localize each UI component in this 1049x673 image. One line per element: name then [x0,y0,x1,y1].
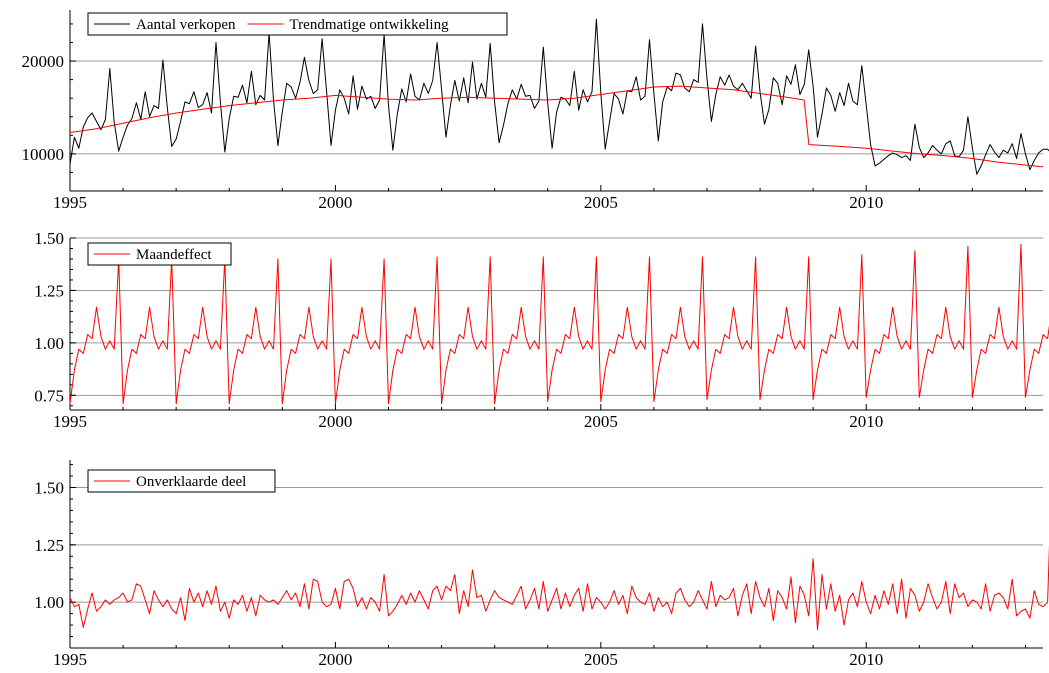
sales-grid [70,60,1043,155]
legend-label-aantal-verkopen: Aantal verkopen [136,17,236,33]
x-tick-label: 1995 [53,412,87,431]
legend-label-onverklaarde-deel: Onverklaarde deel [136,474,246,490]
panel-month-effect: 0.75 1.00 1.25 1.50 1995 2000 2005 2010 Maandef… [34,229,1049,431]
sales-legend: Aantal verkopen Trendmatige ontwikkeling [87,12,508,36]
y-tick-label: 1.00 [34,334,64,353]
x-tick-label: 2000 [318,412,352,431]
y-tick-label: 1.25 [34,281,64,300]
month-effect-grid [70,237,1043,396]
x-tick-label: 2010 [849,193,883,212]
month-effect-series [69,243,1049,405]
x-tick-label: 2010 [849,412,883,431]
month-effect-legend-box [87,242,232,266]
panel-residual: 1.00 1.25 1.50 1995 2000 2005 2010 Onverklaard… [34,460,1049,669]
y-tick-label: 1.50 [34,229,64,248]
x-tick-label: 2000 [318,193,352,212]
x-tick-label: 2000 [318,650,352,669]
residual-legend-box [87,469,276,493]
x-tick-label: 1995 [53,650,87,669]
y-tick-label: 1.50 [34,479,64,498]
series-line-1 [69,85,1044,168]
month-effect-legend: Maandeffect [87,242,232,266]
legend-label-maandeffect: Maandeffect [136,247,212,263]
series-line-0 [69,243,1049,405]
y-tick-label: 10000 [22,145,65,164]
panel-sales: 10000 20000 1995 2000 2005 2010 Aantal verkop… [22,10,1049,212]
y-tick-label: 1.25 [34,536,64,555]
y-tick-label: 1.00 [34,593,64,612]
x-tick-label: 1995 [53,193,87,212]
series-line-0 [69,544,1049,631]
x-tick-label: 2005 [584,650,618,669]
series-line-0 [69,18,1049,175]
month-effect-axes: 0.75 1.00 1.25 1.50 1995 2000 2005 2010 [34,229,1043,431]
x-tick-label: 2005 [584,193,618,212]
residual-grid [70,487,1043,603]
legend-label-trend: Trendmatige ontwikkeling [290,17,450,33]
y-tick-label: 0.75 [34,386,64,405]
x-tick-label: 2005 [584,412,618,431]
residual-legend: Onverklaarde deel [87,469,276,493]
sales-series [69,18,1049,175]
residual-axes: 1.00 1.25 1.50 1995 2000 2005 2010 [34,460,1043,669]
x-tick-label: 2010 [849,650,883,669]
y-tick-label: 20000 [22,52,65,71]
residual-series [69,544,1049,631]
sales-axes: 10000 20000 1995 2000 2005 2010 [22,10,1043,212]
sales-legend-box [87,12,508,36]
